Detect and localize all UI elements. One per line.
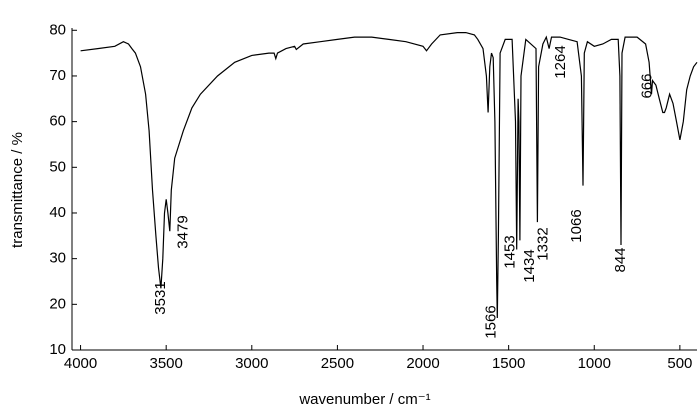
peak-label: 1264: [552, 45, 569, 78]
spectrum-line: [80, 32, 698, 319]
x-axis-label: wavenumber / cm⁻¹: [298, 391, 430, 408]
y-tick-label: 80: [49, 21, 66, 38]
peak-label: 1566: [482, 305, 499, 338]
peak-label: 3479: [175, 215, 192, 248]
y-tick-label: 50: [49, 158, 66, 175]
y-tick-label: 60: [49, 113, 66, 130]
peak-label: 844: [612, 247, 629, 272]
x-tick-label: 3000: [235, 355, 268, 372]
peak-label: 1434: [521, 249, 538, 282]
y-tick-label: 30: [49, 250, 66, 267]
y-tick-label: 10: [49, 341, 66, 358]
x-tick-label: 1000: [578, 355, 611, 372]
peak-label: 3531: [152, 281, 169, 314]
y-tick-label: 40: [49, 204, 66, 221]
x-tick-label: 3500: [149, 355, 182, 372]
x-tick-label: 500: [667, 355, 692, 372]
x-tick-label: 1500: [492, 355, 525, 372]
peak-label: 1332: [534, 227, 551, 260]
peak-label: 1066: [568, 209, 585, 242]
x-tick-label: 4000: [64, 355, 97, 372]
x-tick-label: 2000: [406, 355, 439, 372]
x-tick-label: 2500: [321, 355, 354, 372]
peak-label: 1453: [502, 235, 519, 268]
y-axis-label: transmittance / %: [9, 132, 26, 248]
y-tick-label: 70: [49, 67, 66, 84]
y-tick-label: 20: [49, 295, 66, 312]
peak-label: 666: [638, 73, 655, 98]
